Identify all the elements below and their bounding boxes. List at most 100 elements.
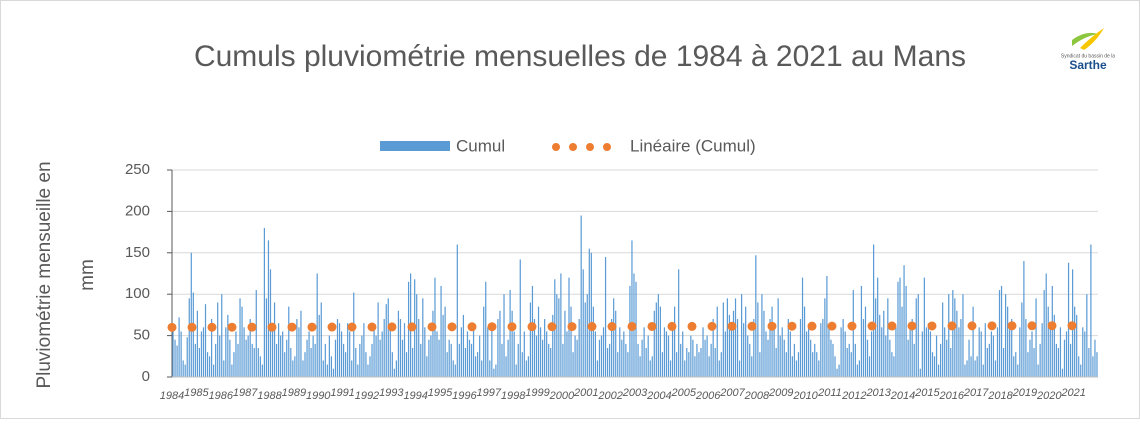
bar: [470, 343, 473, 377]
bar: [712, 319, 714, 377]
bar: [345, 352, 347, 377]
x-tick-label: 1998: [501, 390, 526, 402]
bar: [330, 356, 333, 377]
bar: [808, 327, 810, 377]
bar: [864, 306, 867, 377]
bar: [684, 360, 686, 377]
bar: [635, 281, 637, 377]
bar: [255, 290, 257, 377]
bar: [838, 364, 840, 377]
bar: [621, 339, 623, 377]
bar: [537, 306, 540, 377]
bar: [525, 360, 527, 377]
bar: [336, 319, 339, 377]
bar: [497, 319, 499, 377]
bar: [923, 277, 925, 377]
bar: [789, 331, 791, 377]
bar: [779, 335, 781, 377]
bar: [856, 364, 858, 377]
bar: [761, 294, 763, 377]
bar: [832, 343, 834, 377]
bar: [854, 343, 856, 377]
bar: [986, 348, 988, 377]
bar: [743, 323, 745, 377]
bar: [1013, 356, 1015, 377]
bar: [645, 348, 647, 377]
bar: [379, 339, 381, 377]
bar: [842, 319, 844, 377]
x-tick-label: 2019: [1012, 387, 1037, 399]
bar: [479, 335, 481, 377]
bar: [194, 343, 196, 377]
bar: [448, 339, 450, 377]
bar: [395, 360, 398, 377]
bar: [184, 364, 186, 377]
bar: [940, 343, 942, 377]
bar: [643, 327, 645, 377]
bar: [436, 331, 438, 377]
bar: [190, 252, 192, 377]
bar: [958, 327, 960, 377]
bar: [771, 306, 773, 377]
x-tick-label: 1989: [282, 387, 306, 399]
bar: [637, 343, 639, 377]
bar: [1086, 294, 1088, 377]
bar: [617, 352, 619, 377]
bar: [176, 345, 178, 377]
bar: [278, 323, 280, 377]
bar: [937, 364, 940, 377]
bar: [927, 323, 930, 377]
bar: [265, 298, 268, 377]
x-tick-label: 2016: [939, 390, 965, 402]
bar: [781, 327, 783, 377]
y-axis-label: mm: [77, 259, 98, 291]
bar: [810, 339, 812, 377]
bar: [282, 331, 284, 377]
bar: [509, 290, 511, 377]
x-tick-label: 1997: [477, 387, 502, 399]
x-tick-label: 2017: [963, 387, 989, 399]
bar: [708, 356, 710, 377]
bar: [1007, 306, 1009, 377]
x-tick-label: 2014: [890, 390, 915, 402]
bar: [982, 364, 984, 377]
bar: [349, 331, 351, 377]
bar: [972, 306, 974, 377]
bar: [355, 348, 357, 377]
bar: [373, 327, 375, 377]
bar: [791, 356, 793, 377]
bar: [351, 360, 353, 377]
bar: [412, 348, 414, 377]
bar: [239, 298, 241, 377]
x-tick-label: 2002: [597, 390, 622, 402]
bar: [1017, 364, 1019, 377]
bar: [399, 319, 402, 377]
x-tick-label: 1984: [160, 390, 184, 402]
bar: [280, 335, 282, 377]
bar: [769, 319, 771, 377]
x-tick-label: 1996: [452, 390, 477, 402]
bar: [667, 335, 670, 377]
bar: [767, 339, 769, 377]
bar: [560, 273, 562, 377]
bar: [338, 323, 341, 377]
bar: [464, 348, 467, 377]
bar: [247, 335, 249, 377]
bar: [231, 364, 233, 377]
bar: [1051, 285, 1053, 377]
trend-line: [167, 321, 1095, 332]
bar: [371, 343, 373, 377]
bar: [263, 227, 266, 377]
bar: [393, 368, 395, 377]
bar: [964, 364, 966, 377]
bar: [296, 319, 298, 377]
bar: [818, 360, 820, 377]
bar: [613, 298, 615, 377]
bar: [172, 325, 174, 377]
bar: [891, 352, 893, 377]
bar: [720, 352, 722, 377]
bar: [974, 360, 976, 377]
bar: [909, 327, 911, 377]
bar: [960, 319, 962, 377]
